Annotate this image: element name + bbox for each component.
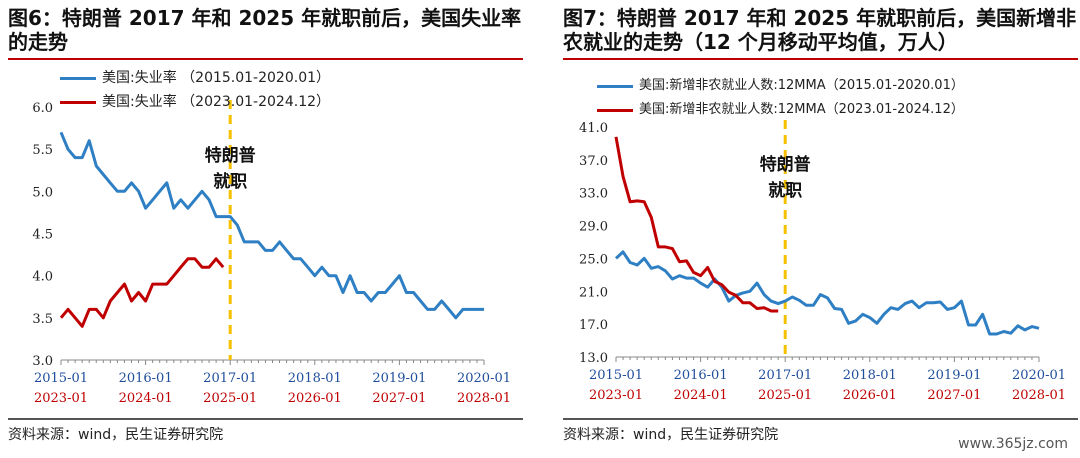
y-tick-label: 4.5 bbox=[32, 228, 53, 243]
chart-legend: 美国:新增非农就业人数:12MMA（2015.01-2020.01） 美国:新增… bbox=[597, 74, 964, 122]
chart-title: 图7：特朗普 2017 年和 2025 年就职前后，美国新增非农就业的走势（12… bbox=[563, 6, 1077, 54]
legend-swatch-blue bbox=[60, 76, 96, 80]
chart-panel-payrolls: 图7：特朗普 2017 年和 2025 年就职前后，美国新增非农就业的走势（12… bbox=[555, 0, 1080, 458]
x-tick-label-bottom: 2025-01 bbox=[758, 388, 812, 403]
x-tick-label-top: 2019-01 bbox=[372, 371, 426, 386]
series-line-2023 bbox=[59, 257, 225, 328]
x-tick-label-bottom: 2026-01 bbox=[843, 388, 897, 403]
x-tick-label-bottom: 2027-01 bbox=[927, 388, 981, 403]
legend-swatch-blue bbox=[597, 84, 633, 88]
y-tick-label: 6.0 bbox=[32, 101, 53, 116]
x-tick-label-bottom: 2023-01 bbox=[589, 388, 643, 403]
x-tick-label-top: 2018-01 bbox=[843, 368, 897, 383]
inauguration-annotation: 特朗普 bbox=[205, 145, 256, 166]
x-tick-label-top: 2017-01 bbox=[758, 368, 812, 383]
chart-title: 图6：特朗普 2017 年和 2025 年就职前后，美国失业率的走势 bbox=[8, 6, 522, 54]
x-tick-label-bottom: 2025-01 bbox=[203, 391, 257, 406]
chart-legend: 美国:失业率 （2015.01-2020.01） 美国:失业率 （2023.01… bbox=[60, 66, 330, 114]
legend-item-2023: 美国:失业率 （2023.01-2024.12） bbox=[60, 90, 330, 114]
y-tick-label: 25.0 bbox=[579, 252, 608, 267]
x-tick-label-top: 2019-01 bbox=[927, 368, 981, 383]
y-tick-label: 21.0 bbox=[579, 285, 608, 300]
x-tick-label-top: 2017-01 bbox=[203, 371, 257, 386]
x-tick-label-bottom: 2023-01 bbox=[34, 391, 88, 406]
y-tick-label: 17.0 bbox=[579, 318, 608, 333]
payrolls-chart: 13.0 17.0 21.0 25.0 29.0 33.0 37.0 41.0 2015-01 2… bbox=[579, 120, 1066, 403]
legend-swatch-red bbox=[597, 108, 633, 112]
source-divider bbox=[8, 418, 523, 420]
source-note: 资料来源：wind，民生证券研究院 bbox=[8, 427, 224, 443]
y-tick-label: 13.0 bbox=[579, 351, 608, 366]
legend-label: 美国:新增非农就业人数:12MMA（2015.01-2020.01） bbox=[639, 78, 964, 93]
x-tick-label-bottom: 2024-01 bbox=[674, 388, 728, 403]
x-tick-label-top: 2020-01 bbox=[1012, 368, 1066, 383]
inauguration-annotation: 就职 bbox=[768, 180, 802, 201]
y-tick-label: 5.5 bbox=[32, 143, 53, 158]
legend-label: 美国:失业率 （2023.01-2024.12） bbox=[102, 94, 331, 110]
legend-label: 美国:新增非农就业人数:12MMA（2023.01-2024.12） bbox=[639, 102, 964, 117]
title-divider bbox=[8, 58, 523, 60]
y-tick-label: 41.0 bbox=[579, 121, 608, 136]
y-tick-label: 3.5 bbox=[32, 312, 53, 327]
series-line-2015 bbox=[59, 131, 484, 320]
legend-item-2023: 美国:新增非农就业人数:12MMA（2023.01-2024.12） bbox=[597, 98, 964, 122]
unemployment-chart: 3.0 3.5 4.0 4.5 5.0 5.5 6.0 2015-01 2016-01 2017-… bbox=[32, 100, 511, 406]
y-tick-label: 29.0 bbox=[579, 220, 608, 235]
x-tick-label-bottom: 2027-01 bbox=[372, 391, 426, 406]
series-line-2015 bbox=[614, 250, 1040, 336]
legend-label: 美国:失业率 （2015.01-2020.01） bbox=[102, 70, 331, 86]
y-tick-label: 5.0 bbox=[32, 185, 53, 200]
watermark: www.365jz.com bbox=[958, 436, 1068, 452]
y-tick-label: 4.0 bbox=[32, 270, 53, 285]
x-tick-label-top: 2016-01 bbox=[119, 371, 173, 386]
y-tick-label: 37.0 bbox=[579, 154, 608, 169]
inauguration-annotation: 就职 bbox=[213, 171, 247, 192]
legend-item-2015: 美国:失业率 （2015.01-2020.01） bbox=[60, 66, 330, 90]
x-tick-label-bottom: 2028-01 bbox=[457, 391, 511, 406]
source-note: 资料来源：wind，民生证券研究院 bbox=[563, 427, 779, 443]
x-tick-label-bottom: 2028-01 bbox=[1012, 388, 1066, 403]
x-tick-label-top: 2020-01 bbox=[457, 371, 511, 386]
x-tick-label-top: 2015-01 bbox=[34, 371, 88, 386]
x-tick-label-top: 2015-01 bbox=[589, 368, 643, 383]
y-tick-label: 33.0 bbox=[579, 187, 608, 202]
y-tick-label: 3.0 bbox=[32, 354, 53, 369]
x-tick-label-top: 2018-01 bbox=[288, 371, 342, 386]
inauguration-annotation: 特朗普 bbox=[760, 154, 811, 175]
chart-panel-unemployment: 图6：特朗普 2017 年和 2025 年就职前后，美国失业率的走势 3.0 3.… bbox=[0, 0, 525, 458]
title-divider bbox=[563, 58, 1078, 60]
x-tick-label-bottom: 2026-01 bbox=[288, 391, 342, 406]
legend-item-2015: 美国:新增非农就业人数:12MMA（2015.01-2020.01） bbox=[597, 74, 964, 98]
series-line-2023 bbox=[614, 136, 779, 313]
x-tick-label-bottom: 2024-01 bbox=[119, 391, 173, 406]
source-divider bbox=[563, 418, 1078, 420]
legend-swatch-red bbox=[60, 100, 96, 104]
x-tick-label-top: 2016-01 bbox=[674, 368, 728, 383]
